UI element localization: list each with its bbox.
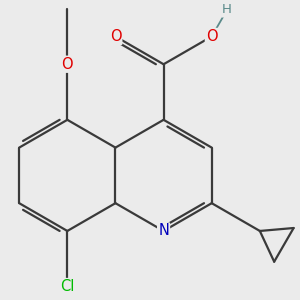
Text: Cl: Cl <box>60 279 74 294</box>
Text: O: O <box>61 57 73 72</box>
Text: H: H <box>222 4 232 16</box>
Text: O: O <box>110 29 121 44</box>
Text: O: O <box>206 29 218 44</box>
Text: N: N <box>158 224 169 238</box>
